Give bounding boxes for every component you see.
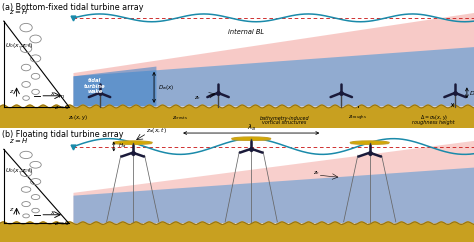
- Ellipse shape: [351, 143, 389, 144]
- Text: $D$: $D$: [469, 89, 474, 97]
- Text: vortical structures: vortical structures: [262, 120, 307, 125]
- Text: (a) Bottom-fixed tidal turbine array: (a) Bottom-fixed tidal turbine array: [2, 3, 144, 12]
- Ellipse shape: [232, 137, 271, 140]
- Polygon shape: [73, 67, 156, 106]
- Text: $U_0(x,z,t)$: $U_0(x,z,t)$: [5, 41, 33, 50]
- Text: $\Delta = \sigma_b(x,y)$: $\Delta = \sigma_b(x,y)$: [419, 113, 448, 122]
- Text: tidal
turbine
wake: tidal turbine wake: [84, 78, 106, 94]
- Text: $H_a$: $H_a$: [118, 142, 126, 150]
- Text: $z_a(x,t)$: $z_a(x,t)$: [146, 126, 167, 135]
- Ellipse shape: [114, 143, 152, 144]
- Text: $z_b(x,y)$: $z_b(x,y)$: [68, 113, 88, 122]
- Text: $z=H$: $z=H$: [9, 136, 28, 145]
- Text: $D_w(x)$: $D_w(x)$: [158, 83, 174, 92]
- Polygon shape: [73, 167, 474, 223]
- Text: $\lambda_a$: $\lambda_a$: [246, 123, 256, 133]
- Text: $m$: $m$: [58, 93, 64, 100]
- Text: bathymetry-induced: bathymetry-induced: [260, 116, 309, 121]
- Text: $U_0(x,z,t)$: $U_0(x,z,t)$: [5, 166, 33, 175]
- Text: internal BL: internal BL: [228, 29, 264, 35]
- Text: $z_{\rm crests}$: $z_{\rm crests}$: [172, 114, 188, 122]
- Ellipse shape: [350, 141, 389, 144]
- Ellipse shape: [113, 141, 152, 144]
- Polygon shape: [73, 13, 474, 106]
- Text: $x$: $x$: [50, 90, 56, 97]
- Text: roughness height: roughness height: [412, 120, 455, 125]
- Text: $x$: $x$: [50, 209, 56, 216]
- Text: (b) Floating tidal turbine array: (b) Floating tidal turbine array: [2, 130, 124, 139]
- Text: $z=0$: $z=0$: [54, 103, 70, 111]
- Text: $z=H$: $z=H$: [9, 7, 28, 16]
- Text: $z$: $z$: [9, 206, 15, 213]
- Text: $z_h$: $z_h$: [313, 170, 320, 177]
- Ellipse shape: [232, 139, 270, 141]
- Polygon shape: [73, 47, 474, 106]
- Text: $z_{\rm troughs}$: $z_{\rm troughs}$: [348, 114, 367, 123]
- Text: $z=0$: $z=0$: [54, 219, 70, 227]
- Text: $z_h$: $z_h$: [194, 94, 201, 102]
- Polygon shape: [73, 141, 474, 223]
- Text: $z$: $z$: [9, 88, 15, 95]
